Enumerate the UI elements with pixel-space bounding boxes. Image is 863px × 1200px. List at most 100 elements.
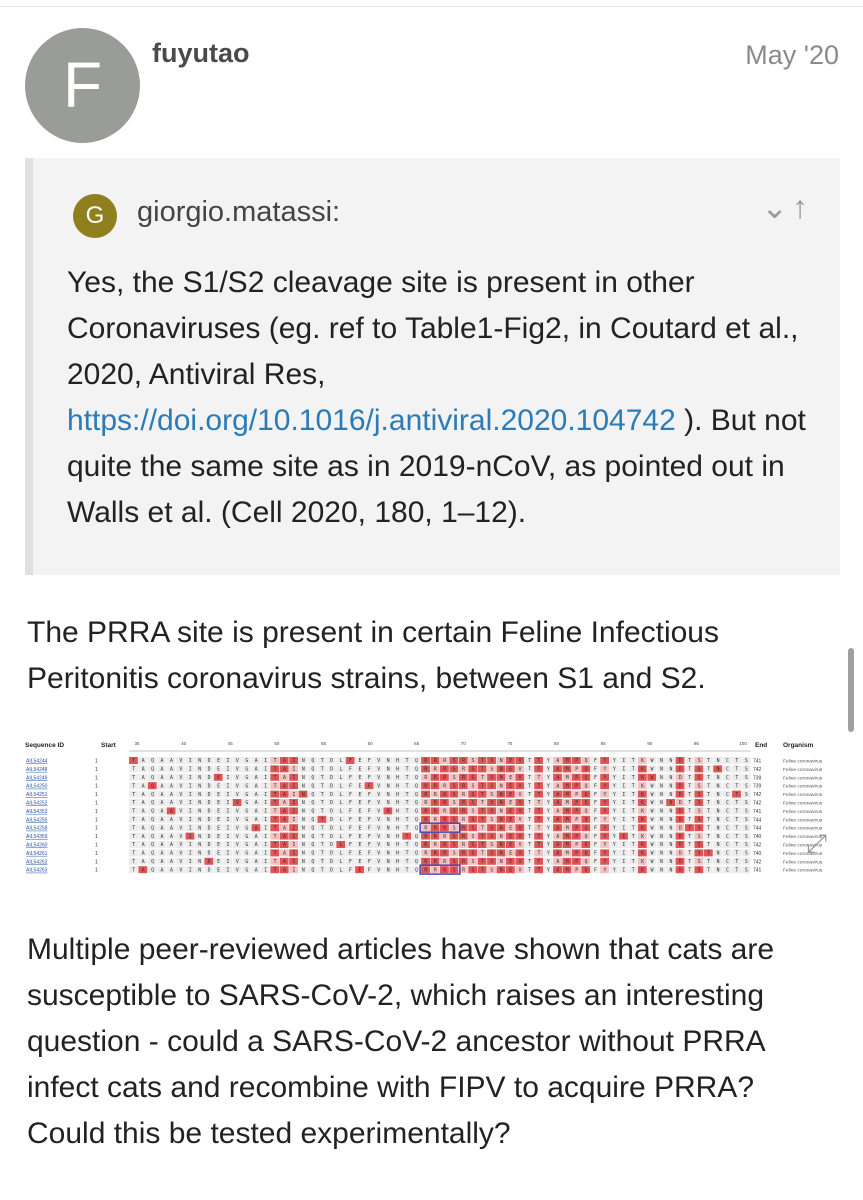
doi-link[interactable]: https://doi.org/10.1016/j.antiviral.2020… [67, 404, 676, 437]
residue-cell [355, 807, 365, 815]
residue-cell [326, 824, 336, 832]
residue-letter: D [208, 809, 211, 815]
start-value: 1 [95, 767, 98, 773]
residue-cell [402, 824, 412, 832]
residue-cell [166, 773, 176, 781]
residue-cell [656, 807, 666, 815]
residue-letter: Q [151, 775, 154, 781]
expand-icon[interactable]: ⤢ [806, 828, 827, 858]
residue-cell [732, 782, 741, 790]
residue-cell [185, 857, 195, 865]
scrollbar[interactable] [848, 648, 854, 732]
residue-letter: L [340, 800, 343, 806]
arrow-up-icon[interactable]: ↑ [792, 189, 812, 225]
residue-cell [637, 815, 647, 823]
residue-cell [505, 799, 515, 806]
residue-letter: S [698, 792, 701, 798]
post-date[interactable]: May '20 [745, 40, 839, 70]
residue-cell [213, 841, 223, 848]
username[interactable]: fuyutao [152, 38, 250, 68]
residue-letter: S [745, 834, 748, 840]
residue-cell [468, 807, 478, 815]
residue-letter: L [340, 758, 343, 764]
residue-letter: P [575, 758, 578, 764]
residue-cell [402, 773, 412, 781]
residue-cell [732, 807, 741, 815]
residue-letter: T [274, 842, 277, 848]
residue-cell [364, 832, 374, 840]
residue-letter: H [396, 842, 399, 848]
residue-cell [157, 815, 167, 823]
residue-letter: Q [311, 851, 314, 857]
quote-author[interactable]: giorgio.matassi: [137, 196, 341, 228]
residue-letter: G [245, 817, 248, 823]
sequence-id: AIL54353 [26, 809, 48, 815]
alignment-figure[interactable]: Sequence ID Start End Organism 35 40 45 50 55 60 6… [25, 738, 837, 878]
residue-letter: T [632, 817, 635, 823]
residue-letter: Y [603, 809, 606, 815]
residue-cell [298, 866, 308, 874]
residue-letter: Q [415, 775, 418, 781]
residue-cell [176, 807, 185, 815]
residue-cell [515, 807, 525, 815]
residue-letter: F [349, 783, 352, 789]
residue-letter: A [142, 825, 145, 831]
residue-cell [194, 866, 204, 874]
residue-cell [383, 782, 393, 790]
residue-cell [722, 866, 732, 874]
residue-cell [609, 790, 619, 798]
residue-cell [600, 824, 610, 832]
chevron-down-icon[interactable]: ⌄ [761, 189, 792, 225]
residue-letter: T [707, 783, 710, 789]
residue-cell [440, 757, 449, 764]
residue-cell [421, 815, 430, 823]
end-value: 742 [753, 792, 762, 798]
residue-cell [402, 815, 412, 823]
residue-cell [609, 782, 619, 790]
residue-cell [571, 799, 581, 806]
residue-cell [260, 866, 270, 874]
residue-letter: R [434, 792, 437, 798]
residue-letter: A [161, 851, 164, 857]
residue-cell [204, 790, 214, 798]
residue-letter: T [274, 800, 277, 806]
residue-letter: L [340, 834, 343, 840]
residue-letter: V [519, 800, 522, 806]
residue-letter: Q [311, 867, 314, 873]
residue-letter: T [321, 809, 324, 815]
residue-cell [411, 782, 421, 790]
quote-avatar[interactable]: G [73, 194, 117, 238]
residue-letter: R [443, 792, 446, 798]
avatar[interactable]: F [25, 28, 140, 143]
residue-letter: K [641, 800, 644, 806]
residue-cell [741, 773, 751, 781]
residue-letter: T [481, 859, 484, 865]
residue-letter: A [255, 809, 258, 815]
residue-cell [260, 824, 270, 832]
residue-letter: N [660, 783, 663, 789]
residue-cell [496, 790, 506, 798]
residue-letter: T [274, 859, 277, 865]
residue-letter: N [660, 825, 663, 831]
residue-cell [694, 782, 704, 790]
residue-letter: N [500, 792, 503, 798]
residue-letter: T [735, 867, 738, 873]
residue-letter: P [575, 783, 578, 789]
residue-cell [741, 824, 751, 832]
residue-letter: N [500, 851, 503, 857]
residue-cell [270, 790, 280, 798]
organism-label: Feline coronavirus [783, 851, 823, 857]
residue-cell [637, 765, 647, 773]
residue-letter: C [726, 834, 729, 840]
residue-letter: Y [613, 792, 616, 798]
residue-letter: T [707, 834, 710, 840]
residue-cell [628, 857, 638, 865]
residue-letter: Y [603, 834, 606, 840]
residue-cell [694, 857, 704, 865]
residue-cell [204, 824, 214, 832]
residue-cell [675, 782, 685, 790]
residue-cell [402, 765, 412, 773]
residue-letter: P [575, 825, 578, 831]
end-value: 741 [753, 868, 762, 874]
residue-letter: F [368, 859, 371, 865]
